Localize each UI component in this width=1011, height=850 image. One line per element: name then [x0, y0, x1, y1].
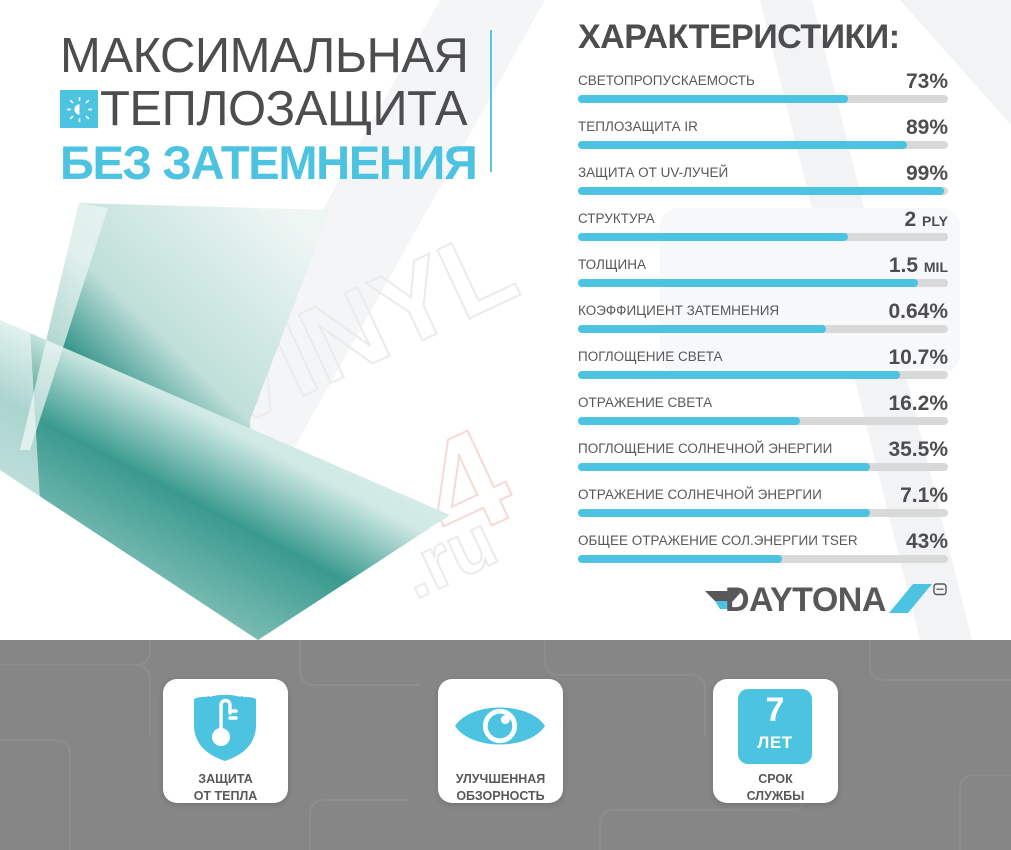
svg-text:DAYTONA: DAYTONA: [725, 581, 886, 619]
